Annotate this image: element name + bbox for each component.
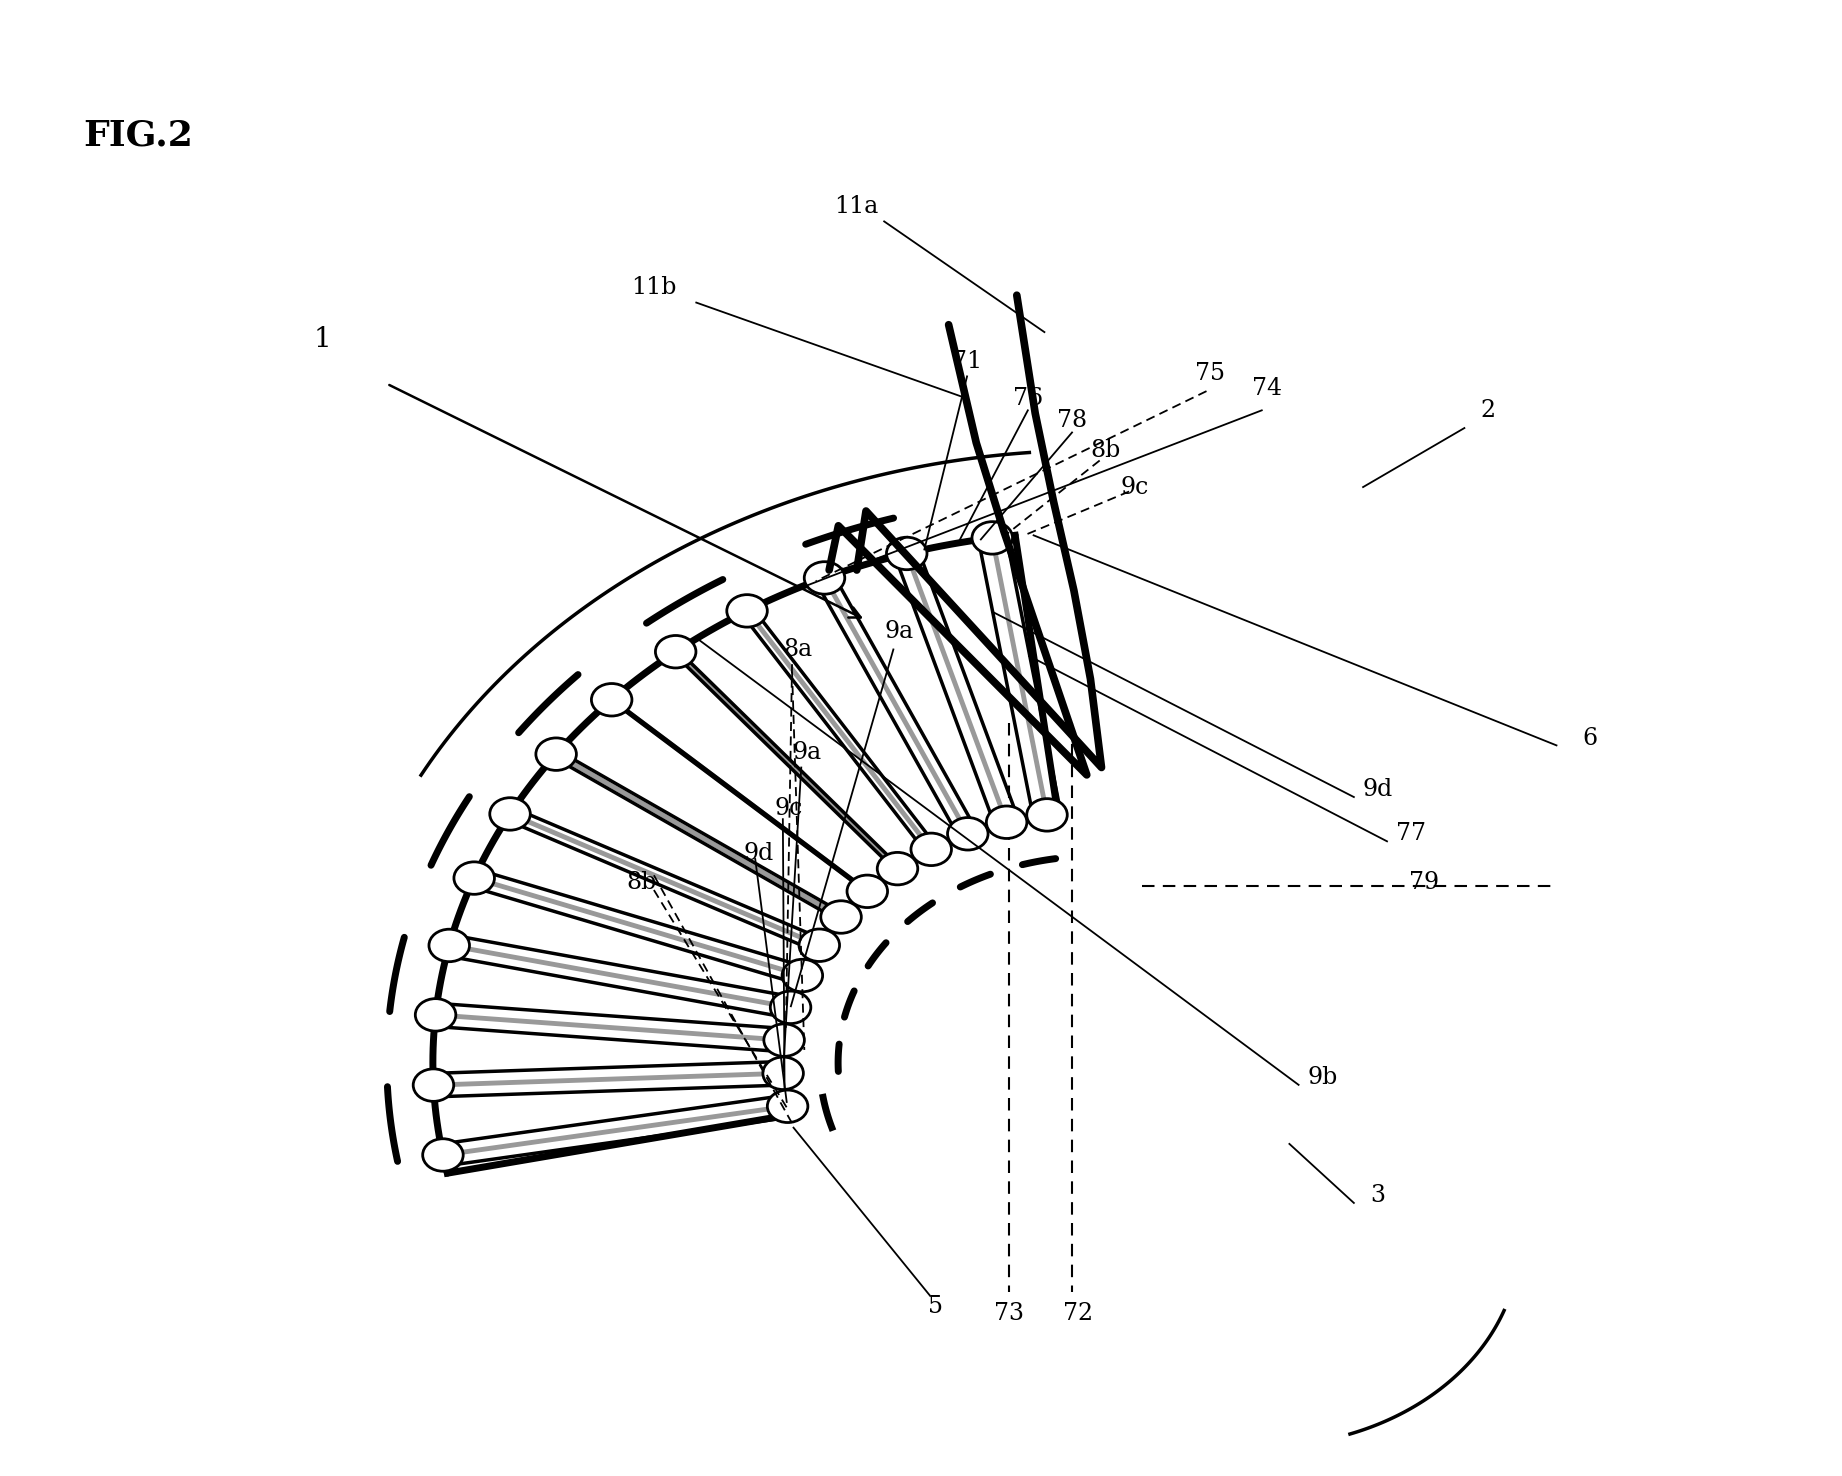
Text: 79: 79 [1409, 871, 1439, 894]
Circle shape [847, 875, 888, 908]
Text: 8b: 8b [626, 871, 656, 894]
Circle shape [453, 862, 494, 894]
Circle shape [1026, 799, 1067, 831]
Circle shape [799, 928, 840, 961]
Circle shape [783, 959, 823, 992]
Text: 73: 73 [995, 1302, 1024, 1325]
Circle shape [877, 853, 917, 886]
Circle shape [768, 1091, 809, 1123]
Circle shape [822, 900, 862, 933]
Text: 9c: 9c [1120, 475, 1149, 499]
Text: 77: 77 [1396, 822, 1426, 846]
Text: FIG.2: FIG.2 [83, 118, 193, 152]
Text: 3: 3 [1370, 1184, 1385, 1207]
Circle shape [490, 797, 530, 830]
Text: 9d: 9d [744, 841, 774, 865]
Text: 1: 1 [313, 326, 332, 353]
Circle shape [763, 1057, 803, 1089]
Circle shape [805, 562, 845, 595]
Circle shape [656, 636, 696, 669]
Circle shape [886, 537, 927, 570]
Circle shape [764, 1024, 805, 1057]
Circle shape [728, 595, 768, 627]
Circle shape [429, 930, 470, 962]
Text: 72: 72 [1063, 1302, 1092, 1325]
Text: 74: 74 [1253, 376, 1282, 400]
Circle shape [912, 832, 952, 865]
Text: 78: 78 [1057, 409, 1087, 432]
Text: 9b: 9b [1308, 1066, 1337, 1089]
Circle shape [413, 1069, 453, 1101]
Text: 8b: 8b [1090, 438, 1120, 462]
Text: 2: 2 [1481, 399, 1496, 422]
Text: 9a: 9a [792, 741, 822, 765]
Text: 9d: 9d [1363, 778, 1393, 801]
Text: 75: 75 [1195, 362, 1225, 385]
Circle shape [414, 999, 455, 1032]
Text: 8a: 8a [783, 638, 812, 661]
Circle shape [985, 806, 1026, 838]
Circle shape [947, 818, 987, 850]
Text: 9c: 9c [774, 797, 803, 821]
Circle shape [591, 683, 632, 716]
Text: 76: 76 [1013, 387, 1043, 410]
Circle shape [536, 738, 577, 770]
Text: 6: 6 [1582, 726, 1597, 750]
Circle shape [973, 521, 1013, 554]
Circle shape [770, 990, 810, 1023]
Text: 11a: 11a [834, 195, 879, 218]
Circle shape [422, 1139, 462, 1172]
Text: 9a: 9a [884, 620, 914, 644]
Text: 11b: 11b [632, 276, 676, 300]
Text: 5: 5 [928, 1294, 943, 1318]
Text: 71: 71 [952, 350, 982, 373]
